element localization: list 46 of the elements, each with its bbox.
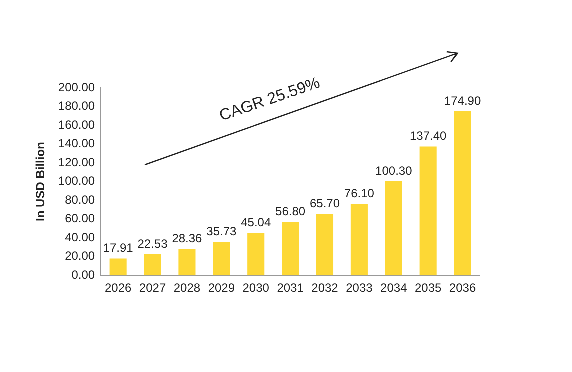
data-label: 56.80 (276, 204, 306, 219)
y-tick-label: 200.00 (58, 80, 96, 94)
data-label: 100.30 (376, 164, 413, 178)
y-tick-label: 140.00 (58, 136, 96, 151)
data-label: 137.40 (410, 129, 448, 144)
data-label: 28.36 (172, 231, 203, 246)
data-label: 65.70 (310, 196, 340, 210)
x-tick-label: 2027 (139, 281, 166, 296)
annotation: CAGR 25.59% (218, 74, 322, 125)
y-tick-label: 160.00 (58, 118, 96, 132)
y-tick-label: 40.00 (65, 230, 96, 244)
bar (178, 249, 196, 276)
data-label: 22.53 (138, 236, 168, 251)
x-tick-label: 2026 (104, 281, 132, 296)
x-tick-label: 2028 (174, 281, 201, 296)
x-tick-label: 2034 (380, 281, 408, 296)
bar (282, 222, 300, 276)
data-label: 17.91 (103, 241, 134, 256)
y-tick-label: 120.00 (58, 155, 96, 170)
data-label: 45.04 (241, 216, 272, 230)
bar (316, 214, 334, 276)
x-tick-label: 2032 (312, 281, 339, 296)
bar (110, 258, 127, 276)
bar (420, 146, 437, 276)
x-tick-label: 2035 (414, 281, 442, 296)
y-tick-label: 100.00 (58, 174, 96, 188)
x-tick-label: 2033 (346, 281, 374, 296)
data-label: 76.10 (344, 186, 375, 201)
x-tick-label: 2029 (208, 281, 236, 296)
x-tick-label: 2036 (449, 281, 476, 296)
data-label: 174.90 (444, 94, 482, 108)
x-tick-label: 2031 (277, 281, 304, 296)
y-tick-label: 20.00 (65, 249, 96, 264)
bar (350, 204, 368, 276)
y-axis-title: In USD Billion (34, 142, 48, 222)
y-tick-label: 80.00 (65, 192, 96, 207)
bar (213, 242, 230, 276)
y-tick-label: 0.00 (72, 268, 96, 282)
data-label: 35.73 (206, 224, 237, 238)
y-tick-label: 180.00 (58, 99, 96, 114)
x-tick-label: 2030 (242, 281, 270, 296)
y-tick-label: 60.00 (65, 212, 96, 226)
bar (454, 112, 472, 276)
bar (385, 182, 402, 276)
bar (248, 233, 265, 276)
bar (144, 254, 162, 276)
